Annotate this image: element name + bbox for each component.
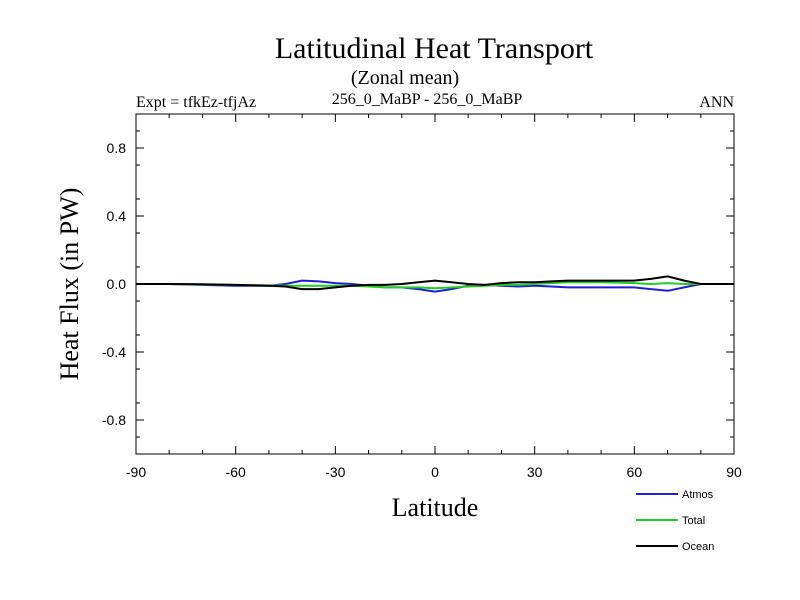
- x-tick-label: -90: [126, 464, 146, 480]
- x-tick-label: 30: [527, 464, 543, 480]
- y-tick-label: -0.4: [102, 344, 126, 360]
- legend-label-atmos: Atmos: [682, 489, 714, 501]
- x-tick-label: -30: [325, 464, 345, 480]
- case-label: 256_0_MaBP - 256_0_MaBP: [332, 91, 523, 108]
- series-layer: [136, 275, 734, 293]
- y-tick-label: 0.8: [107, 140, 127, 156]
- y-tick-label: -0.8: [102, 412, 126, 428]
- series-line-ocean: [136, 275, 734, 291]
- season-label: ANN: [699, 94, 734, 111]
- y-axis-label: Heat Flux (in PW): [55, 188, 84, 381]
- x-tick-label: 0: [431, 464, 439, 480]
- legend-label-ocean: Ocean: [682, 541, 714, 553]
- series-line-atmos: [136, 279, 734, 293]
- x-axis-label: Latitude: [392, 493, 479, 522]
- plot-frame: [135, 113, 735, 455]
- y-tick-label: 0.0: [107, 276, 127, 292]
- expt-label: Expt = tfkEz-tfjAz: [136, 94, 256, 111]
- chart-title: Latitudinal Heat Transport: [275, 32, 594, 65]
- legend-label-total: Total: [682, 515, 705, 527]
- y-tick-label: 0.4: [107, 208, 127, 224]
- x-tick-label: 90: [726, 464, 742, 480]
- ticks-layer: -90 -60 -30 0 30 60 90 -0.8 -0.4 0.0 0.4 0.8: [102, 114, 742, 480]
- chart-subtitle: (Zonal mean): [351, 67, 459, 89]
- series-line-total: [136, 281, 734, 290]
- x-tick-label: -60: [226, 464, 246, 480]
- legend: Atmos Total Ocean: [636, 489, 714, 553]
- x-tick-label: 60: [627, 464, 643, 480]
